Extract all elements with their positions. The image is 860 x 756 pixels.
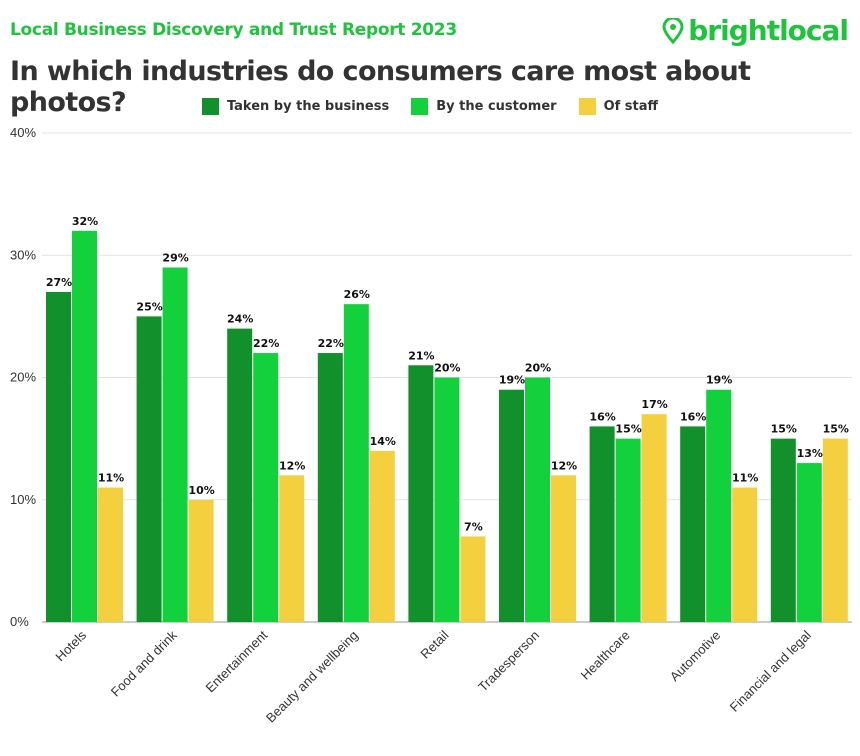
legend-item: Taken by the business [201,98,390,115]
x-tick-label: Hotels [52,627,89,664]
legend-label: By the customer [436,99,557,114]
bar [796,463,822,622]
bar [706,389,732,622]
bar [525,377,550,622]
bar [98,487,123,622]
data-label: 25% [136,300,162,313]
bar [770,438,796,622]
y-tick-label: 0% [10,614,29,629]
bar [227,328,253,622]
data-label: 12% [279,459,305,472]
data-label: 13% [797,447,823,460]
data-label: 27% [46,276,72,289]
data-label: 29% [162,251,188,264]
y-tick-label: 10% [10,492,36,507]
bar [551,475,576,622]
y-tick-label: 20% [10,370,36,385]
data-label: 12% [551,459,577,472]
bar [434,377,460,622]
brand-name: brightlocal [688,14,849,47]
data-label: 14% [370,435,396,448]
legend-item: By the customer [411,98,557,115]
data-label: 24% [227,313,253,326]
report-subtitle: Local Business Discovery and Trust Repor… [10,20,457,40]
data-label: 21% [408,349,434,362]
x-tick-label: Entertainment [202,627,270,695]
chart-title: In which industries do consumers care mo… [10,56,751,118]
bar [499,389,524,622]
bar [253,353,279,622]
data-label: 7% [464,520,483,533]
data-label: 17% [641,398,667,411]
data-label: 16% [680,410,706,423]
bar [279,475,305,622]
bar [162,267,188,622]
data-label: 11% [732,472,758,485]
bar [343,304,369,622]
x-tick-label: Beauty and wellbeing [263,628,361,726]
data-label: 15% [615,423,641,436]
data-label: 22% [318,337,344,350]
legend-swatch [411,98,429,115]
x-tick-label: Healthcare [578,628,633,683]
data-label: 16% [589,410,615,423]
y-tick-label: 30% [10,247,36,262]
data-label: 10% [188,484,214,497]
y-tick-label: 40% [10,125,36,140]
x-tick-label: Tradesperson [475,628,542,695]
data-label: 15% [771,423,797,436]
legend-label: Of staff [603,99,659,114]
bar [732,487,758,622]
bar [369,450,395,622]
bar [589,426,615,622]
data-label: 20% [525,362,551,375]
bar [317,353,343,622]
brand-logo: brightlocal [662,14,849,47]
data-label: 15% [823,423,849,436]
legend-swatch [201,98,219,115]
bar [615,438,641,622]
data-label: 11% [98,472,124,485]
bar [188,499,214,622]
bar [822,438,848,622]
x-tick-label: Retail [417,627,451,661]
bar [460,536,486,622]
bar [641,414,667,622]
x-tick-label: Food and drink [108,627,180,699]
bar [136,316,162,622]
location-heart-icon [662,17,684,44]
legend-swatch [578,98,596,115]
data-label: 26% [344,288,370,301]
bar [72,230,97,623]
data-label: 22% [253,337,279,350]
legend: Taken by the business By the customer Of… [0,98,860,115]
data-label: 19% [499,374,525,387]
bar [680,426,706,622]
data-label: 32% [72,215,98,228]
bar [408,365,434,622]
legend-item: Of staff [578,98,659,115]
bar [46,291,71,622]
data-label: 20% [434,362,460,375]
x-tick-label: Automotive [667,628,724,685]
data-label: 19% [706,374,732,387]
legend-label: Taken by the business [226,99,390,114]
x-tick-label: Financial and legal [727,627,814,714]
